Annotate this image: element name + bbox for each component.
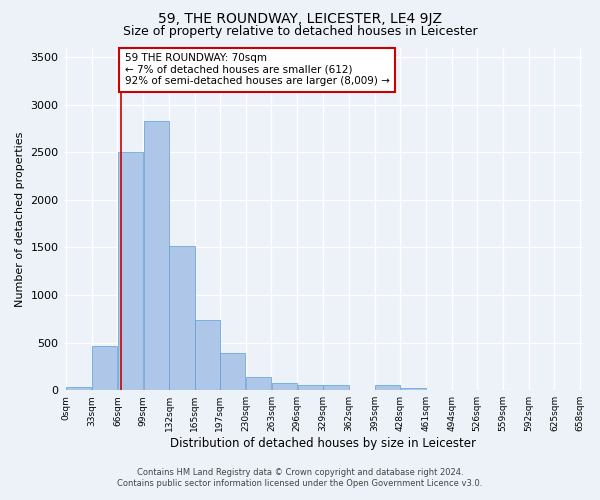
- Bar: [92, 346, 117, 390]
- Bar: [246, 377, 271, 390]
- Text: 59, THE ROUNDWAY, LEICESTER, LE4 9JZ: 59, THE ROUNDWAY, LEICESTER, LE4 9JZ: [158, 12, 442, 26]
- Text: Size of property relative to detached houses in Leicester: Size of property relative to detached ho…: [122, 25, 478, 38]
- Bar: [195, 320, 220, 390]
- Bar: [220, 353, 245, 390]
- X-axis label: Distribution of detached houses by size in Leicester: Distribution of detached houses by size …: [170, 437, 476, 450]
- Bar: [66, 388, 91, 390]
- Bar: [401, 388, 426, 390]
- Text: Contains HM Land Registry data © Crown copyright and database right 2024.
Contai: Contains HM Land Registry data © Crown c…: [118, 468, 482, 487]
- Bar: [323, 385, 349, 390]
- Y-axis label: Number of detached properties: Number of detached properties: [15, 131, 25, 306]
- Bar: [118, 152, 143, 390]
- Bar: [143, 121, 169, 390]
- Bar: [169, 246, 194, 390]
- Bar: [272, 383, 297, 390]
- Text: 59 THE ROUNDWAY: 70sqm
← 7% of detached houses are smaller (612)
92% of semi-det: 59 THE ROUNDWAY: 70sqm ← 7% of detached …: [125, 53, 389, 86]
- Bar: [298, 385, 323, 390]
- Bar: [375, 385, 400, 390]
